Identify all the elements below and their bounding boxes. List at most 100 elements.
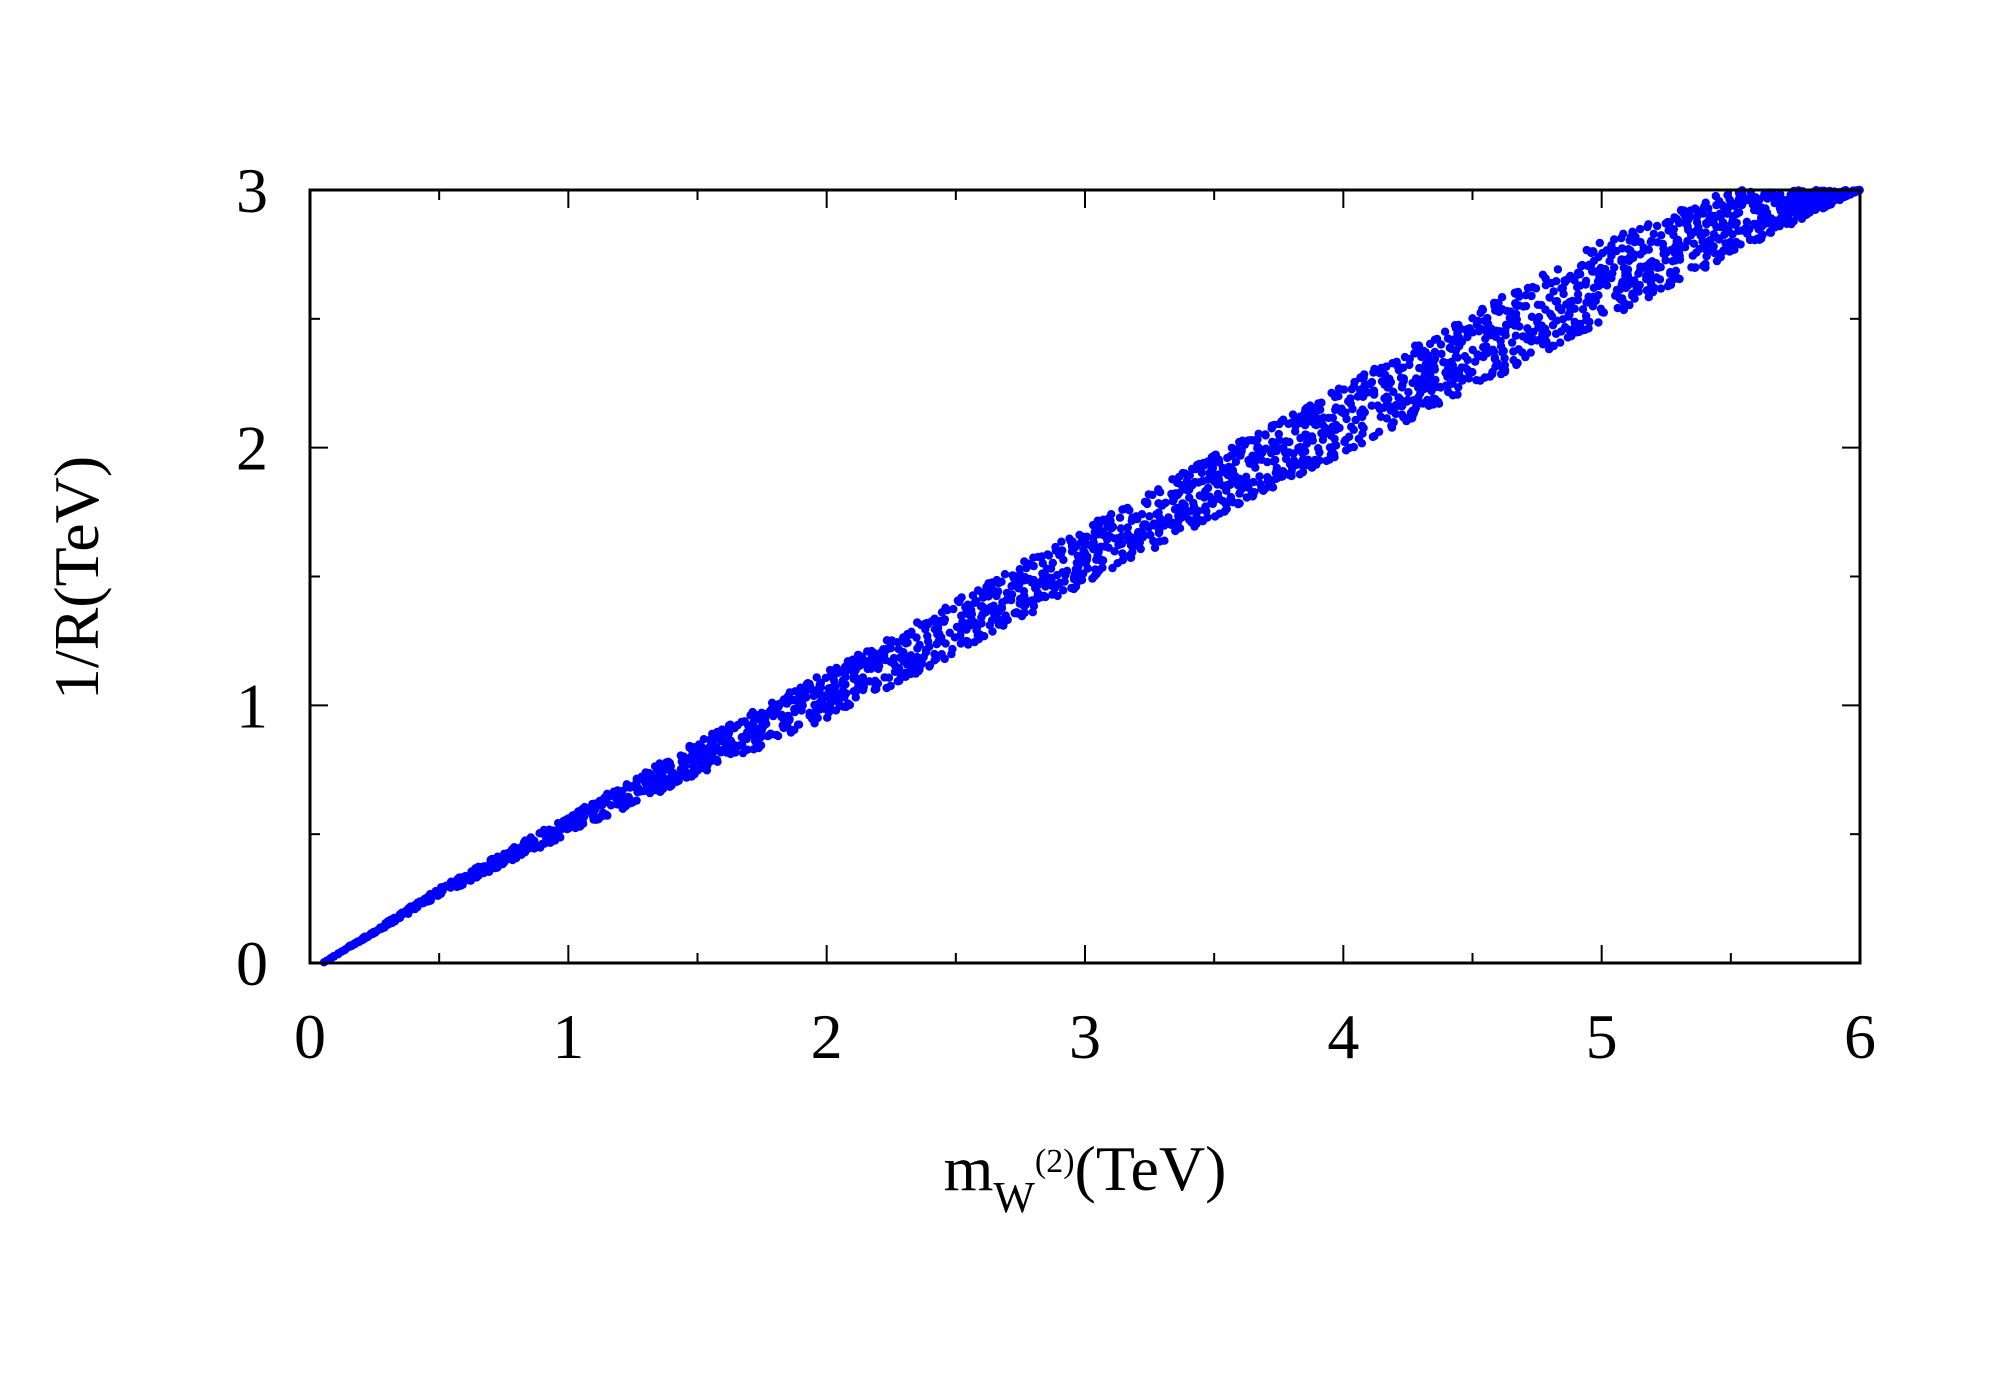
scatter-point [603,789,612,798]
scatter-point [1538,330,1547,339]
scatter-point [1269,457,1278,466]
scatter-point [1552,316,1561,325]
scatter-point [1448,370,1457,379]
scatter-point [1809,189,1819,199]
scatter-point [1421,371,1431,380]
scatter-point [1330,441,1339,450]
scatter-point [1742,196,1751,205]
scatter-point [1434,397,1443,406]
scatter-point [1275,435,1284,445]
scatter-point [1377,365,1386,374]
scatter-point [981,608,990,617]
scatter-point [870,685,879,694]
scatter-point [447,877,456,886]
scatter-point [1527,291,1536,300]
scatter-point [1185,493,1194,502]
scatter-point [1244,483,1253,492]
scatter-point [511,854,521,863]
scatter-point [1440,327,1450,336]
scatter-point [466,873,475,882]
scatter-point [1011,572,1020,581]
scatter-point [1268,476,1277,485]
scatter-point [1533,300,1543,309]
scatter-point [1758,206,1768,216]
scatter-point [1509,312,1518,322]
scatter-point [1444,387,1453,397]
scatter-point [1507,338,1517,347]
scatter-point [1043,550,1052,559]
scatter-point [1048,581,1057,591]
scatter-point [1432,334,1442,344]
scatter-point [1379,403,1388,412]
scatter-point [887,636,896,645]
scatter-point [1224,462,1233,472]
scatter-point [1126,553,1135,562]
scatter-point [1145,512,1154,521]
scatter-point [1551,329,1561,338]
scatter-point [1314,414,1323,423]
scatter-point [1823,199,1832,208]
scatter-point [1510,321,1520,330]
scatter-point [1683,216,1693,225]
scatter-point [1480,373,1490,382]
scatter-point [487,854,497,864]
scatter-point [950,633,960,642]
scatter-point [1598,248,1607,258]
scatter-point [702,766,712,775]
scatter-point [1099,515,1108,524]
scatter-point [1253,444,1262,453]
scatter-point [881,655,890,665]
scatter-point [1518,348,1527,357]
scatter-point [503,848,513,858]
scatter-point [1671,266,1681,275]
scatter-point [1235,474,1244,483]
scatter-point [597,796,606,806]
scatter-point [1611,291,1620,300]
scatter-point [1242,493,1252,502]
x-axis-label-unit: (TeV) [1075,1133,1227,1204]
y-axis-label: 1/R(TeV) [41,456,112,700]
scatter-point [1150,543,1160,552]
scatter-point [1155,537,1165,546]
scatter-point [1141,520,1150,529]
scatter-point [1154,485,1163,494]
scatter-point [1702,220,1711,229]
scatter-point [1234,498,1243,508]
scatter-point [805,681,815,690]
scatter-point [1203,483,1213,493]
scatter-point [1779,203,1789,212]
scatter-point [1699,229,1708,239]
scatter-point [1803,209,1812,218]
scatter-point [1388,359,1397,368]
scatter-point [1098,556,1108,565]
scatter-point [1745,235,1755,244]
scatter-point [843,699,853,708]
scatter-point [1356,386,1365,395]
scatter-point [1123,503,1132,513]
x-tick-label: 5 [1586,1001,1618,1072]
scatter-point [1639,246,1648,256]
scatter-point [724,730,733,739]
scatter-point [1296,418,1306,428]
scatter-point [1708,246,1717,256]
scatter-point [769,711,778,721]
scatter-point [1780,215,1789,224]
scatter-point [1595,238,1605,248]
scatter-point [1657,231,1666,240]
scatter-point [1439,357,1448,367]
scatter-point [1460,352,1470,361]
scatter-point [1399,374,1409,383]
scatter-point [1261,430,1270,439]
scatter-point [1617,244,1627,253]
scatter-point [1218,481,1228,490]
scatter-point [1334,384,1344,393]
scatter-point [786,728,796,737]
scatter-point [1692,248,1701,257]
scatter-point [1123,523,1133,532]
scatter-point [1354,434,1364,443]
scatter-point [772,730,781,740]
scatter-point [880,673,889,682]
scatter-point [1578,305,1588,314]
scatter-point [1511,331,1521,340]
scatter-point [763,731,772,741]
